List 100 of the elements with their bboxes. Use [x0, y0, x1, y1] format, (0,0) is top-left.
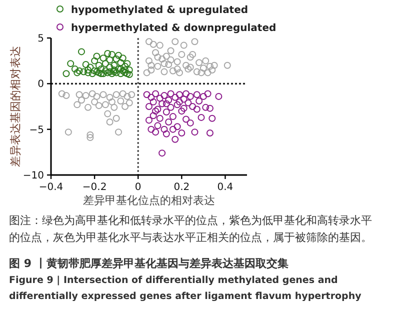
point	[104, 69, 112, 76]
point	[112, 69, 120, 76]
point	[176, 91, 183, 98]
point	[124, 70, 131, 78]
point	[86, 64, 94, 71]
point	[162, 130, 170, 138]
point	[102, 60, 109, 68]
point	[95, 69, 102, 76]
x-tick-label: 0.2	[174, 182, 190, 193]
point	[110, 62, 118, 69]
point	[165, 118, 172, 126]
legend-label: hypomethylated & upregulated	[71, 5, 248, 16]
point	[112, 56, 120, 63]
point	[178, 108, 186, 115]
y-tick-label: 5	[38, 34, 44, 44]
point	[176, 98, 183, 106]
point	[74, 69, 81, 76]
point	[196, 98, 203, 105]
point	[100, 70, 107, 78]
point	[167, 104, 174, 111]
point	[202, 104, 210, 111]
point	[152, 108, 160, 115]
point	[154, 122, 162, 130]
y-tick-label: −10	[22, 170, 44, 182]
x-tick-label: 0.4	[217, 182, 234, 193]
point	[115, 52, 122, 59]
text: 图注：绿色为高甲基化和低转录水平的位点，紫色为低甲基化和高转录水平的位点，灰色为甲基化水平与表达水平正相关的位点，属于被筛除的基因。	[9, 213, 373, 246]
point	[152, 90, 160, 98]
y-tick-label: 0	[38, 79, 44, 90]
point	[160, 92, 168, 100]
point	[67, 60, 74, 68]
x-tick-label: −0.2	[82, 182, 107, 193]
point	[165, 96, 172, 104]
point	[180, 96, 188, 103]
point	[95, 62, 102, 69]
point	[193, 91, 200, 98]
point	[172, 136, 179, 143]
point	[148, 126, 155, 133]
point	[156, 94, 164, 102]
point	[198, 114, 205, 121]
point	[160, 126, 168, 133]
y-axis-title: 差异表达基因的相对表达	[9, 46, 22, 167]
point	[152, 128, 160, 136]
point	[84, 69, 92, 76]
point	[182, 90, 190, 98]
point	[206, 129, 214, 136]
point	[71, 66, 78, 73]
x-tick-label: 0	[134, 182, 142, 193]
point	[106, 64, 114, 71]
point	[88, 70, 96, 78]
point	[204, 90, 212, 98]
point	[154, 106, 162, 113]
point	[158, 150, 166, 157]
point	[126, 71, 133, 78]
point	[148, 94, 155, 101]
point	[189, 103, 196, 110]
point	[156, 114, 164, 122]
point	[80, 68, 88, 76]
point	[150, 112, 157, 120]
caption: Figure 9 | Intersection of differentially methylated genes and differentially expressed genes after ligament flavum hypertrophy	[9, 274, 362, 304]
point	[124, 60, 131, 68]
point	[119, 54, 126, 62]
point	[146, 116, 152, 124]
point	[102, 67, 109, 74]
point	[162, 100, 170, 108]
point	[98, 66, 105, 73]
caption: 图 9 丨黄韧带肥厚差异甲基化基因与差异表达基因取交集	[9, 256, 290, 271]
point	[117, 70, 124, 78]
legend-label: hypermethylated & downpregulated	[71, 23, 276, 34]
point	[146, 103, 152, 110]
point	[180, 104, 188, 112]
point	[186, 119, 194, 126]
point	[100, 54, 107, 62]
point	[108, 70, 116, 78]
point	[182, 116, 190, 123]
point	[93, 52, 100, 60]
point	[117, 59, 124, 66]
point	[91, 57, 98, 64]
point	[169, 126, 176, 133]
point	[82, 60, 90, 68]
point	[215, 92, 222, 100]
x-tick-label: −0.4	[38, 182, 64, 193]
point	[200, 92, 207, 100]
x-axis-title: 差异甲基化位点的相对表达	[83, 194, 215, 207]
point	[158, 100, 166, 108]
point	[76, 67, 83, 74]
point	[208, 114, 216, 122]
point	[78, 48, 85, 56]
point	[150, 98, 157, 106]
point	[174, 123, 181, 130]
point	[106, 68, 114, 76]
point	[193, 106, 200, 113]
point	[178, 129, 186, 136]
point	[84, 66, 92, 74]
y-tick-label: −5	[29, 124, 44, 136]
point	[184, 99, 192, 106]
point	[186, 92, 194, 100]
point	[98, 70, 105, 78]
point	[167, 90, 174, 98]
point	[172, 94, 179, 101]
